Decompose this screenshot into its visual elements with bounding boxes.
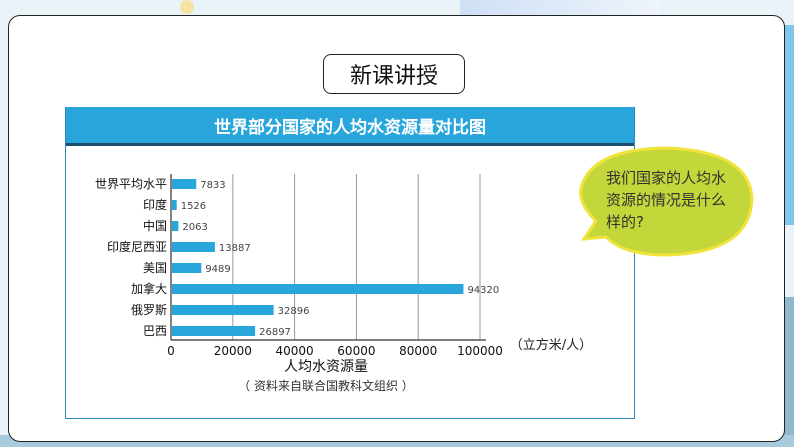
category-label: 印度尼西亚 [107,239,167,254]
x-axis-label: 人均水资源量 [284,359,368,375]
bar [172,221,179,231]
chart-plot: 7833 1526 2063 13887 9489 94320 32896 26897 0 200… [95,174,592,393]
bubble-text: 我们国家的人均水资源的情况是什么样的? [606,169,727,231]
x-tick-label: 100000 [457,344,503,358]
bar [172,263,202,273]
x-tick-label: 0 [167,344,175,358]
bar [172,200,177,210]
bar [172,326,256,336]
data-label: 2063 [182,222,207,233]
source-note: （ 资料来自联合国教科文组织 ） [238,378,414,393]
data-label: 9489 [205,264,230,275]
category-label: 世界平均水平 [95,177,167,191]
chart-title: 世界部分国家的人均水资源量对比图 [66,107,634,146]
section-title: 新课讲授 [323,54,465,94]
x-tick-label: 60000 [337,344,375,358]
category-label: 印度 [143,197,167,212]
category-label: 加拿大 [131,281,167,296]
data-label: 26897 [259,327,291,338]
category-label: 巴西 [143,324,167,338]
x-tick-label: 80000 [399,344,437,358]
data-label: 13887 [219,243,251,254]
bar [172,242,215,252]
speech-bubble [579,146,754,257]
bar [172,284,464,294]
x-tick-label: 20000 [214,344,252,358]
bar [172,179,197,189]
bar [172,305,274,315]
category-label: 俄罗斯 [131,303,167,317]
category-label: 中国 [143,218,167,233]
x-tick-label: 40000 [276,344,314,358]
background-circle [180,0,194,14]
category-label: 美国 [143,261,167,275]
unit-label: （立方米/人） [510,337,592,353]
chart: 世界部分国家的人均水资源量对比图 7833 1526 2063 13887 9489 94… [65,107,635,419]
data-label: 1526 [181,201,206,212]
data-label: 7833 [200,180,225,191]
data-label: 32896 [278,306,310,317]
data-label: 94320 [467,285,499,296]
